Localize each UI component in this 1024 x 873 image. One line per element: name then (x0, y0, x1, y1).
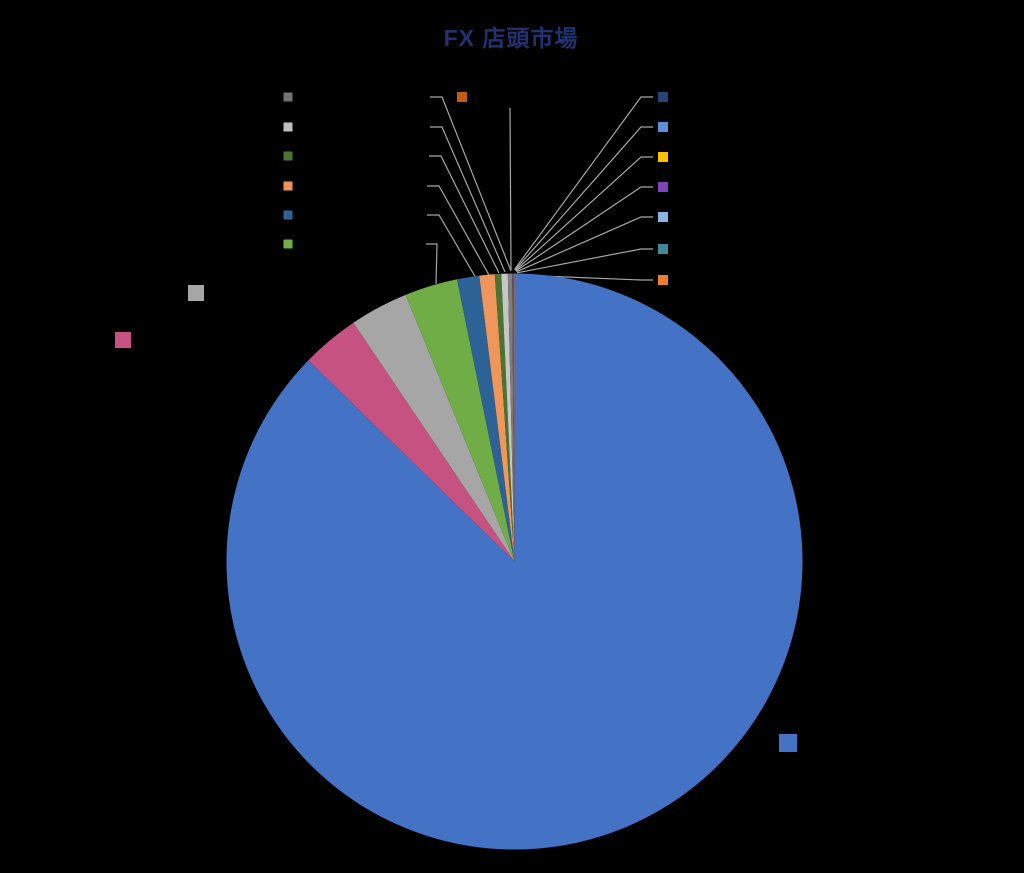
label-key-light-blue[interactable] (658, 212, 668, 222)
label-key-green[interactable] (283, 239, 293, 249)
leader-line-orange (517, 274, 653, 281)
pie-slice-yellow[interactable] (512, 273, 515, 562)
pie-slice-brown[interactable] (513, 273, 515, 562)
pie-slice-orange[interactable] (513, 273, 515, 562)
leader-line-light-orange (427, 185, 490, 276)
label-key-gray[interactable] (188, 285, 204, 301)
label-key-orange[interactable] (658, 275, 668, 285)
chart-title: FX 店頭市場 (443, 25, 579, 51)
label-key-light-orange[interactable] (283, 181, 293, 191)
pie-slice-pink[interactable] (308, 322, 515, 562)
pie-slice-light-orange[interactable] (479, 274, 515, 562)
pie-slice-light-gray[interactable] (501, 273, 515, 562)
label-key-medium-blue[interactable] (658, 122, 668, 132)
leader-line-dark-blue (427, 214, 477, 279)
label-key-dark-blue[interactable] (283, 210, 293, 220)
pie-slice-light-blue[interactable] (513, 273, 515, 562)
pie-slice-gray[interactable] (353, 294, 515, 562)
leader-line-dark-green (429, 155, 500, 274)
leader-line-dark-gray (430, 96, 512, 272)
leader-line-purple (515, 186, 653, 272)
leader-line-navy (514, 96, 653, 270)
leader-line-teal (516, 248, 653, 274)
label-key-yellow[interactable] (658, 152, 668, 162)
pie-slice-dark-blue[interactable] (456, 275, 515, 562)
label-key-brown[interactable] (457, 92, 467, 102)
label-key-teal[interactable] (658, 244, 668, 254)
leader-line-medium-blue (514, 126, 653, 271)
label-key-blue[interactable] (779, 734, 797, 752)
pie-slice-blue[interactable] (226, 273, 803, 850)
leader-line-brown (509, 107, 512, 271)
pie-slice-medium-blue[interactable] (512, 273, 515, 562)
label-keys-group (115, 92, 797, 752)
pie-slice-dark-green[interactable] (494, 273, 515, 562)
pie-slice-navy[interactable] (512, 273, 515, 562)
leader-line-green (426, 243, 438, 285)
leader-lines-group (426, 96, 653, 285)
pie-slice-green[interactable] (405, 279, 515, 562)
label-key-dark-green[interactable] (283, 151, 293, 161)
label-key-navy[interactable] (658, 92, 668, 102)
leader-line-light-gray (430, 126, 506, 273)
label-key-dark-gray[interactable] (283, 92, 293, 102)
label-key-light-gray[interactable] (283, 122, 293, 132)
label-key-purple[interactable] (658, 182, 668, 192)
pie-slice-purple[interactable] (512, 273, 515, 562)
pie-slice-dark-gray[interactable] (507, 273, 515, 562)
pie-group (226, 273, 803, 850)
leader-line-yellow (515, 156, 653, 271)
leader-line-light-blue (516, 216, 653, 273)
label-key-pink[interactable] (115, 332, 131, 348)
pie-slice-teal[interactable] (513, 273, 515, 562)
